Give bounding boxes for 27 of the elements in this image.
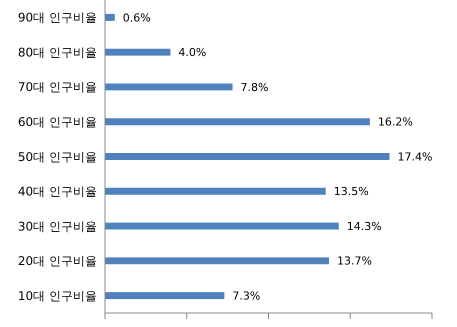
data-label: 7.8%	[240, 80, 268, 94]
data-label: 13.5%	[334, 185, 369, 198]
data-label: 4.0%	[178, 46, 206, 60]
bar	[105, 188, 326, 195]
data-label: 7.3%	[232, 290, 260, 303]
bar	[105, 48, 170, 56]
y-tick-label: 80대 인구비율	[18, 45, 97, 60]
y-tick-label: 70대 인구비율	[18, 80, 97, 94]
bar	[105, 118, 370, 126]
data-label: 13.7%	[336, 254, 372, 268]
y-tick-label: 60대 인구비율	[18, 114, 97, 129]
y-tick-label: 40대 인구비율	[18, 184, 97, 199]
bar	[105, 153, 390, 160]
y-tick-label: 90대 인구비율	[18, 10, 97, 25]
bar	[105, 14, 115, 21]
data-label: 0.6%	[122, 11, 151, 24]
data-label: 14.3%	[346, 220, 382, 233]
data-label: 17.4%	[397, 150, 432, 164]
y-tick-label: 20대 인구비율	[18, 254, 97, 268]
bar	[105, 292, 224, 300]
y-tick-label: 50대 인구비율	[18, 150, 97, 164]
y-tick-label: 30대 인구비율	[18, 219, 97, 234]
bar	[105, 222, 339, 230]
data-label: 16.2%	[378, 116, 413, 129]
y-tick-label: 10대 인구비율	[18, 288, 97, 303]
bar	[105, 257, 329, 264]
bar	[105, 83, 233, 90]
